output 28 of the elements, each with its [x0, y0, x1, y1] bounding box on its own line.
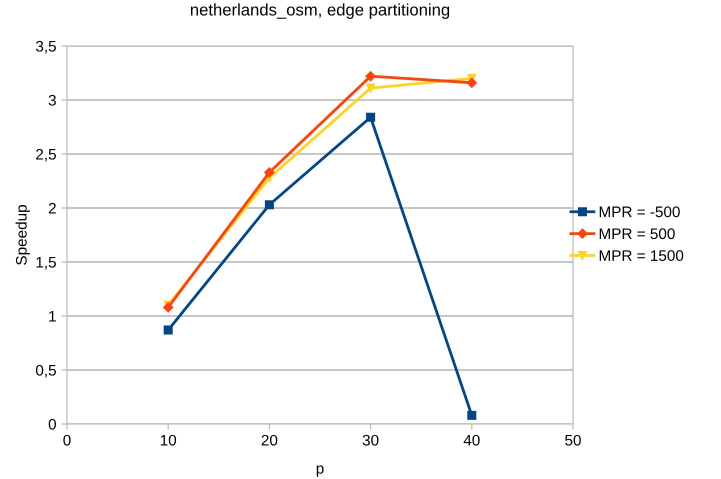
x-tick-label: 30 — [362, 434, 378, 446]
x-tick-label: 50 — [565, 434, 581, 446]
y-tick-label: 3 — [48, 94, 56, 106]
x-tick-label: 20 — [262, 434, 278, 446]
y-tick-label: 3,5 — [36, 40, 56, 54]
point — [264, 200, 274, 210]
legend-label: MPR = 1500 — [600, 250, 684, 261]
y-tick-label: 1,5 — [36, 257, 56, 270]
point — [366, 84, 376, 93]
point — [466, 78, 477, 88]
x-axis-title: p — [316, 465, 324, 477]
x-tick-label: 10 — [160, 434, 176, 446]
legend-label: MPR = 500 — [600, 228, 675, 240]
legend-label: MPR = -500 — [600, 206, 680, 218]
point — [366, 112, 376, 122]
y-tick-label: 2,5 — [36, 148, 56, 162]
y-tick-label: 1 — [49, 311, 56, 322]
point — [467, 410, 476, 420]
y-axis-title: Speedup — [16, 205, 30, 265]
y-tick-label: 0 — [48, 418, 56, 430]
point — [264, 167, 275, 178]
x-tick-label: 40 — [464, 434, 480, 446]
point — [365, 71, 376, 82]
x-tick-label: 0 — [63, 434, 71, 446]
y-tick-label: 2 — [48, 202, 56, 214]
point — [164, 326, 173, 335]
y-tick-label: 0,5 — [36, 364, 56, 378]
chart-title: netherlands_osm, edge partitioning — [190, 3, 450, 19]
